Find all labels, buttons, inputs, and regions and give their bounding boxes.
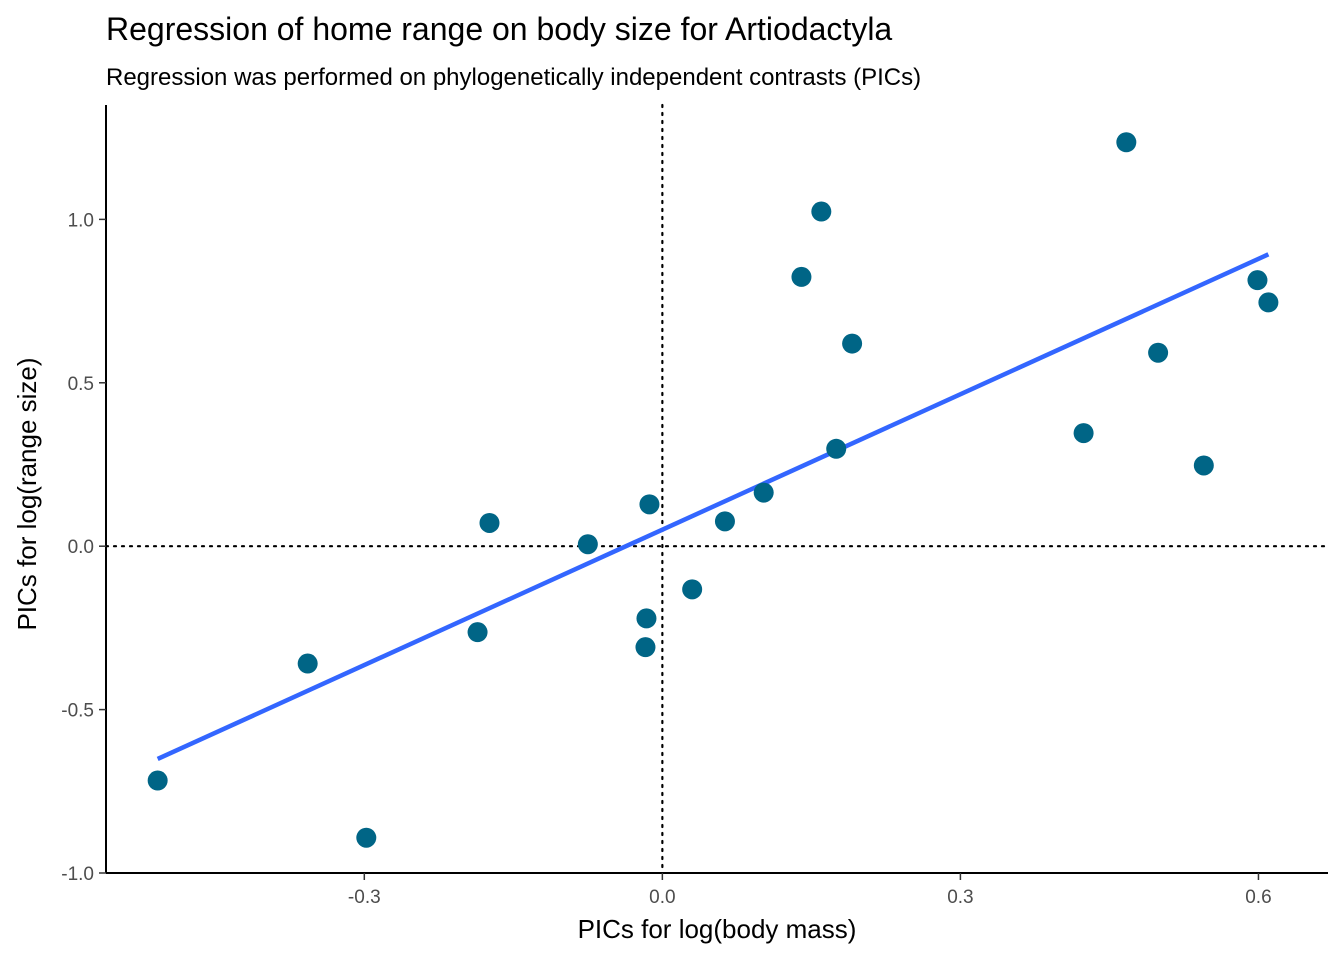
- y-axis-title: PICs for log(range size): [12, 357, 42, 630]
- data-point: [842, 333, 863, 354]
- y-tick-label: 0.0: [68, 537, 94, 558]
- x-tick-label: 0.0: [649, 887, 675, 908]
- data-point: [479, 512, 500, 533]
- data-point: [147, 770, 168, 791]
- x-tick-label: 0.3: [947, 887, 973, 908]
- x-axis-ticks: -0.3 0.0 0.3 0.6: [348, 873, 1272, 908]
- y-tick-label: -1.0: [61, 864, 94, 885]
- data-point: [791, 266, 812, 287]
- y-tick-label: 1.0: [68, 210, 94, 231]
- chart-title: Regression of home range on body size fo…: [106, 11, 892, 47]
- data-point: [1193, 455, 1214, 476]
- data-point: [636, 608, 657, 629]
- data-point: [811, 201, 832, 222]
- data-point: [1247, 270, 1268, 291]
- data-point: [1073, 423, 1094, 444]
- regression-line: [156, 252, 1270, 761]
- data-point: [1258, 292, 1279, 313]
- data-point: [297, 653, 318, 674]
- x-axis-title: PICs for log(body mass): [578, 914, 857, 944]
- data-point: [467, 622, 488, 643]
- y-axis-ticks: -1.0 -0.5 0.0 0.5 1.0: [61, 210, 106, 885]
- points-layer: [147, 132, 1279, 848]
- data-point: [714, 511, 735, 532]
- data-point: [682, 579, 703, 600]
- data-point: [577, 534, 598, 555]
- y-tick-label: 0.5: [68, 374, 94, 395]
- x-tick-label: 0.6: [1245, 887, 1271, 908]
- reference-lines: [104, 103, 1330, 875]
- data-point: [1148, 342, 1169, 363]
- data-point: [639, 494, 660, 515]
- data-point: [1116, 132, 1137, 153]
- data-point: [826, 438, 847, 459]
- data-point: [356, 827, 377, 848]
- y-tick-label: -0.5: [61, 701, 94, 722]
- chart-subtitle: Regression was performed on phylogenetic…: [106, 64, 921, 91]
- x-tick-label: -0.3: [348, 887, 381, 908]
- regression-layer: [156, 252, 1270, 761]
- data-point: [753, 482, 774, 503]
- data-point: [635, 637, 656, 658]
